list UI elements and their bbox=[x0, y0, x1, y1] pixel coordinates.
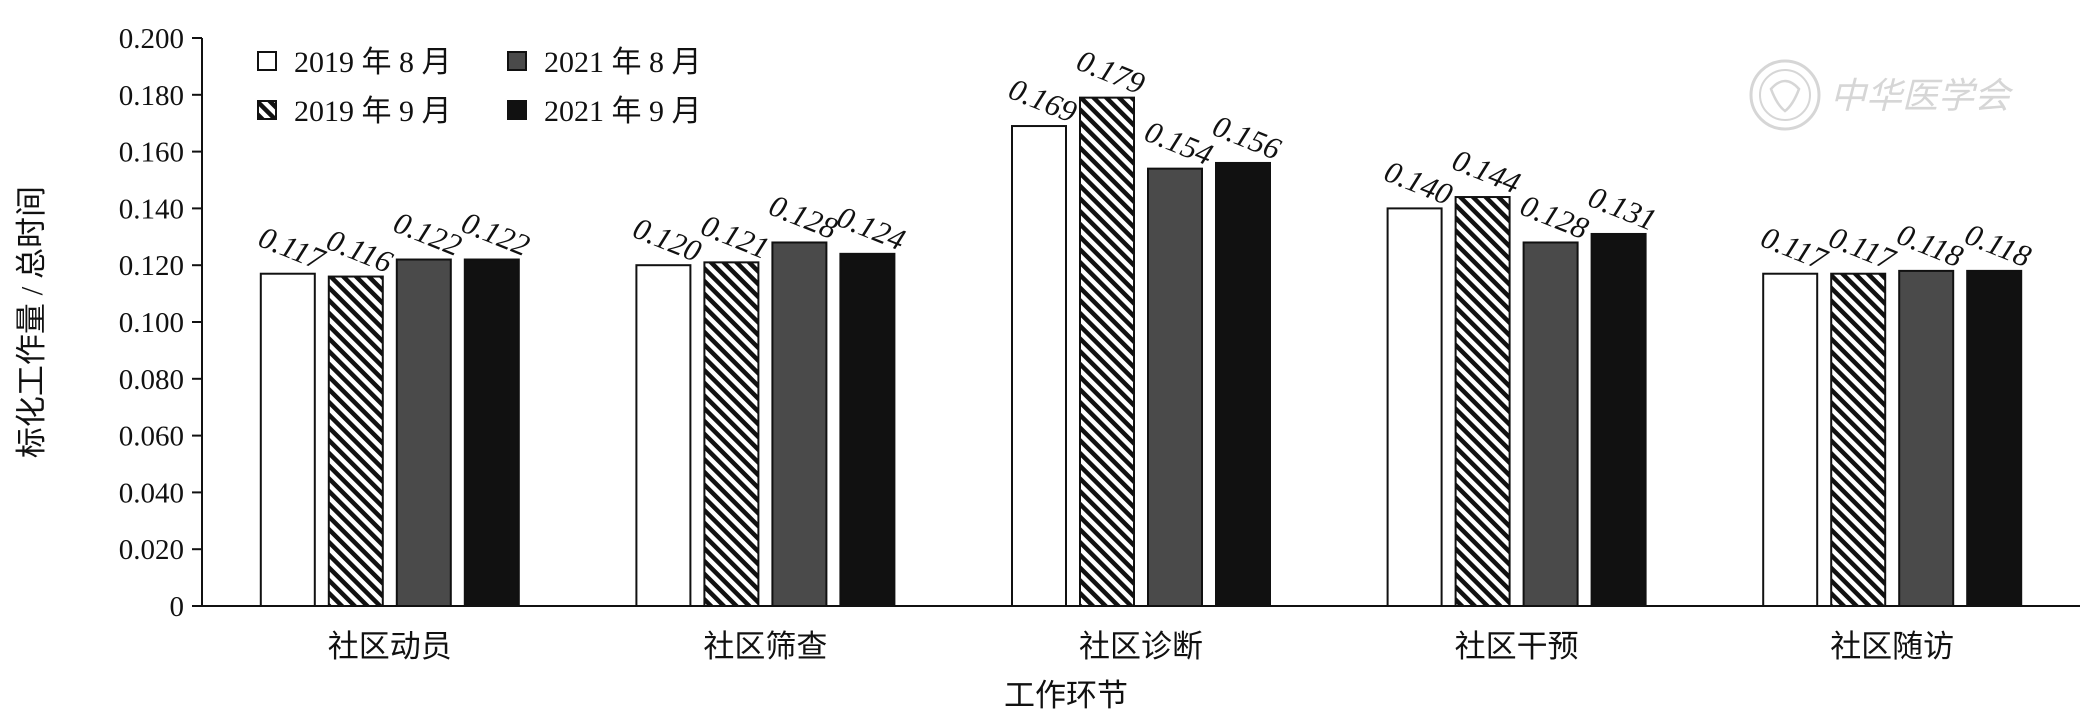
y-tick-label: 0.140 bbox=[119, 193, 184, 225]
legend: 2019 年 8 月 2019 年 9 月 2021 年 8 月 2021 年 9 月 bbox=[257, 46, 702, 128]
legend-swatch bbox=[507, 100, 527, 120]
bar bbox=[259, 272, 316, 607]
bar bbox=[327, 275, 384, 607]
category-label: 社区诊断 bbox=[1079, 629, 1203, 664]
y-tick-label: 0 bbox=[170, 591, 185, 623]
bar bbox=[1522, 241, 1579, 607]
data-label: 0.128 bbox=[764, 187, 842, 246]
data-label: 0.154 bbox=[1140, 114, 1218, 173]
data-label: 0.140 bbox=[1380, 153, 1458, 212]
bar bbox=[1762, 272, 1819, 607]
y-tick-label: 0.020 bbox=[119, 534, 184, 566]
bar bbox=[1898, 269, 1955, 607]
bar bbox=[1079, 96, 1135, 607]
category-labels: 社区动员 社区筛查 社区诊断 社区干预 社区随访 bbox=[328, 629, 1954, 664]
bar bbox=[1454, 196, 1511, 607]
y-tick-label: 0.200 bbox=[119, 23, 184, 55]
legend-label: 2019 年 8 月 bbox=[294, 46, 452, 79]
data-label: 0.117 bbox=[1756, 219, 1833, 277]
bar bbox=[1590, 232, 1647, 608]
bars bbox=[259, 96, 2023, 608]
bar bbox=[635, 264, 692, 607]
y-tick-label: 0.160 bbox=[119, 137, 184, 169]
legend-swatch bbox=[507, 51, 527, 71]
data-label: 0.131 bbox=[1584, 179, 1662, 238]
data-label: 0.118 bbox=[1960, 216, 2036, 274]
y-tick-label: 0.120 bbox=[119, 250, 184, 282]
bar bbox=[771, 241, 828, 607]
y-tick-label: 0.060 bbox=[119, 421, 184, 453]
legend-label: 2021 年 8 月 bbox=[544, 46, 702, 79]
society-seal-icon bbox=[1749, 59, 1821, 131]
data-label: 0.121 bbox=[696, 207, 774, 266]
legend-swatch bbox=[257, 51, 277, 71]
bar bbox=[1386, 207, 1443, 607]
category-label: 社区筛查 bbox=[703, 629, 827, 664]
bar bbox=[463, 258, 520, 607]
data-label: 0.124 bbox=[832, 199, 910, 258]
data-label: 0.156 bbox=[1208, 108, 1286, 167]
bar bbox=[1830, 272, 1887, 607]
y-tick-label: 0.040 bbox=[119, 477, 184, 509]
x-axis-title: 工作环节 bbox=[1004, 678, 1128, 713]
category-label: 社区随访 bbox=[1830, 629, 1954, 664]
data-label: 0.169 bbox=[1004, 71, 1082, 130]
watermark-text: 中华医学会 bbox=[1830, 76, 2014, 116]
bar bbox=[703, 261, 760, 607]
watermark: 中华医学会 bbox=[1749, 59, 2014, 131]
y-tick-label: 0.180 bbox=[119, 80, 184, 112]
bar bbox=[1215, 161, 1271, 608]
bar bbox=[1966, 269, 2023, 607]
y-tick-label: 0.100 bbox=[119, 307, 184, 339]
bar bbox=[1011, 125, 1067, 607]
legend-swatch bbox=[257, 100, 277, 120]
data-label: 0.117 bbox=[254, 219, 331, 277]
data-label: 0.144 bbox=[1448, 142, 1526, 201]
y-tick-label: 0.080 bbox=[119, 364, 184, 396]
category-label: 社区动员 bbox=[328, 629, 452, 664]
data-label: 0.128 bbox=[1516, 187, 1594, 246]
bar bbox=[395, 258, 452, 607]
data-label: 0.122 bbox=[389, 204, 467, 263]
bar bbox=[839, 252, 896, 607]
data-label: 0.120 bbox=[628, 210, 706, 269]
y-ticks: 0 0.020 0.040 0.060 0.080 0.100 0.120 0.140 0.16… bbox=[119, 23, 202, 623]
data-label: 0.116 bbox=[322, 222, 398, 280]
category-label: 社区干预 bbox=[1455, 629, 1579, 664]
legend-label: 2021 年 9 月 bbox=[544, 95, 702, 128]
y-axis-title: 标化工作量 / 总时间 bbox=[14, 186, 49, 458]
bar bbox=[1147, 167, 1203, 607]
data-label: 0.122 bbox=[457, 204, 535, 263]
data-label: 0.118 bbox=[1892, 216, 1968, 274]
data-label: 0.179 bbox=[1072, 43, 1150, 102]
legend-label: 2019 年 9 月 bbox=[294, 95, 452, 128]
data-label: 0.117 bbox=[1824, 219, 1901, 277]
